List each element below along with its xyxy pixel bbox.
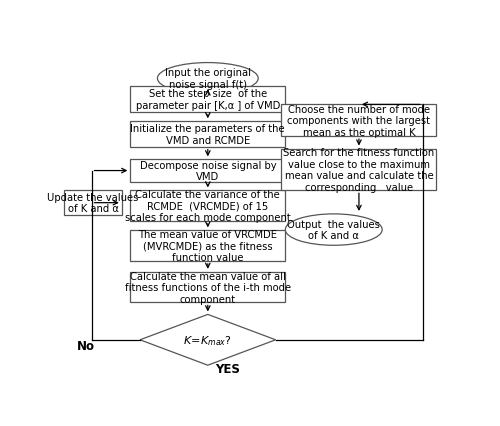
FancyBboxPatch shape [130, 87, 286, 112]
FancyBboxPatch shape [130, 191, 286, 222]
Text: Calculate the mean value of all
fitness functions of the i-th mode
component: Calculate the mean value of all fitness … [125, 271, 291, 304]
Text: Update the values
of K and α: Update the values of K and α [48, 193, 139, 214]
FancyBboxPatch shape [130, 272, 286, 303]
Ellipse shape [158, 63, 258, 95]
Text: Input the original
noise signal f(t): Input the original noise signal f(t) [165, 68, 251, 90]
FancyBboxPatch shape [130, 122, 286, 147]
Text: Initialize the parameters of the
VMD and RCMDE: Initialize the parameters of the VMD and… [130, 124, 285, 145]
Text: Calculate the variance of the
RCMDE  (VRCMDE) of 15
scales for each mode compone: Calculate the variance of the RCMDE (VRC… [125, 190, 290, 223]
Text: The mean value of VRCMDE
(MVRCMDE) as the fitness
function value: The mean value of VRCMDE (MVRCMDE) as th… [138, 230, 278, 263]
Polygon shape [140, 315, 276, 366]
FancyBboxPatch shape [282, 149, 436, 191]
Text: Choose the number of mode
components with the largest
mean as the optimal K: Choose the number of mode components wit… [288, 104, 430, 138]
FancyBboxPatch shape [130, 231, 286, 261]
FancyBboxPatch shape [282, 105, 436, 137]
Text: No: No [77, 339, 95, 352]
FancyBboxPatch shape [130, 160, 286, 182]
Text: YES: YES [216, 362, 240, 375]
Text: Output  the values
of K and α: Output the values of K and α [288, 219, 380, 241]
Text: Set the step size  of the
parameter pair [K,α ] of VMD: Set the step size of the parameter pair … [136, 89, 280, 111]
Text: Search for the fitness function
value close to the maximum
mean value and calcul: Search for the fitness function value cl… [284, 148, 434, 193]
Text: $K\!=\!K_{max}?$: $K\!=\!K_{max}?$ [184, 333, 232, 347]
Text: Decompose noise signal by
VMD: Decompose noise signal by VMD [140, 160, 276, 182]
Ellipse shape [286, 214, 382, 246]
FancyBboxPatch shape [64, 190, 122, 216]
